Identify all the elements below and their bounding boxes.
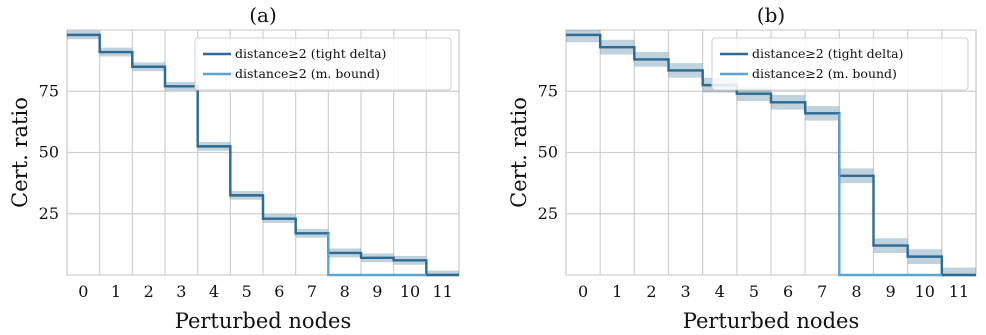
chart-title: (a) [249,3,277,27]
legend: distance≥2 (tight delta) distance≥2 (m. b… [194,37,452,91]
x-tick-label: 0 [578,282,588,301]
x-tick-label: 4 [715,282,725,301]
x-tick-label: 2 [144,282,154,301]
series-line-tight-delta [67,33,459,277]
x-tick-label: 10 [400,282,420,301]
x-tick-label: 6 [274,282,284,301]
series-segment-m-bound [838,113,874,277]
chart-title: (b) [757,3,785,27]
x-tick-label: 1 [111,282,121,301]
x-tick-label: 11 [432,282,452,301]
x-tick-label: 7 [307,282,317,301]
y-tick-label: 25 [39,204,59,223]
series-line-tight-delta [566,33,976,277]
x-tick-label: 3 [680,282,690,301]
legend: distance≥2 (tight delta) distance≥2 (m. b… [711,37,969,91]
x-tick-label: 0 [78,282,88,301]
x-axis-label: Perturbed nodes [175,309,351,333]
x-tick-label: 10 [915,282,935,301]
legend-entry: distance≥2 (m. bound) [235,66,380,81]
x-axis-label: Perturbed nodes [683,309,859,333]
y-tick-label: 50 [39,143,59,162]
legend-entry: distance≥2 (tight delta) [235,46,386,61]
legend-entry: distance≥2 (m. bound) [752,66,897,81]
chart-panel-0: 0 1 2 3 4 5 6 7 8 9 10 11 25 50 75 (a) Perturbed nodes Ce… [8,3,460,333]
x-tick-label: 7 [817,282,827,301]
series-band-tight-delta [566,30,976,275]
series-segment-m-bound [327,233,361,277]
x-tick-label: 2 [646,282,656,301]
series-band-tight-delta [67,30,459,275]
x-tick-label: 11 [949,282,969,301]
y-tick-label: 50 [538,143,558,162]
x-tick-label: 9 [372,282,382,301]
y-axis-label: Cert. ratio [8,97,32,208]
legend-box [711,37,969,91]
x-tick-label: 6 [783,282,793,301]
x-tick-label: 5 [242,282,252,301]
plot-frame [565,29,977,276]
x-tick-label: 3 [176,282,186,301]
x-tick-label: 4 [209,282,219,301]
legend-entry: distance≥2 (tight delta) [752,46,903,61]
x-tick-label: 9 [885,282,895,301]
y-tick-label: 75 [538,81,558,100]
chart-panel-1: 0 1 2 3 4 5 6 7 8 9 10 11 25 50 75 (b) Perturbed nodes Ce… [507,3,977,333]
x-tick-label: 5 [749,282,759,301]
x-tick-label: 8 [340,282,350,301]
y-tick-label: 75 [39,81,59,100]
x-tick-label: 1 [612,282,622,301]
y-axis-label: Cert. ratio [507,97,531,208]
x-tick-label: 8 [851,282,861,301]
y-tick-label: 25 [538,204,558,223]
plot-frame [66,29,460,276]
legend-box [194,37,452,91]
